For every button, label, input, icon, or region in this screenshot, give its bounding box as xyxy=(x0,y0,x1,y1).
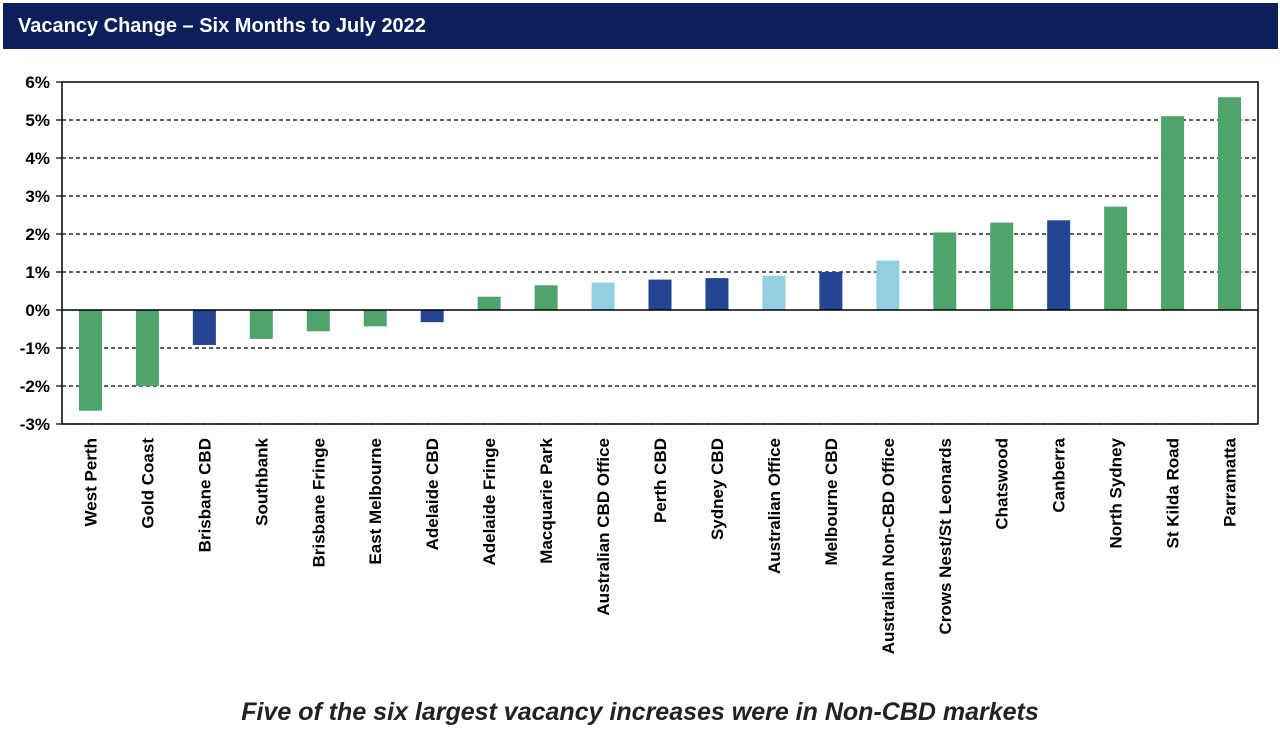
x-tick-label: Australian Non-CBD Office xyxy=(879,438,898,654)
bar-brisbane-cbd xyxy=(192,310,216,345)
gridlines xyxy=(62,119,1258,425)
bar-west-perth xyxy=(78,310,102,411)
y-tick-label: 5% xyxy=(25,111,50,130)
x-tick-label: Brisbane Fringe xyxy=(309,438,328,567)
bar-parramatta xyxy=(1218,97,1242,310)
x-tick-label: Adelaide Fringe xyxy=(480,438,499,566)
bar-chart: -3% -2% -1% 0% 1% 2% 3% 4% 5% 6% West Perth Gold Co… xyxy=(20,73,1259,654)
bar-east-melbourne xyxy=(363,310,387,327)
y-tick-label: 1% xyxy=(25,263,50,282)
y-tick-label: -3% xyxy=(20,415,50,434)
tick-labels: -3% -2% -1% 0% 1% 2% 3% 4% 5% 6% West Perth Gold Co… xyxy=(20,73,1240,654)
x-tick-label: St Kilda Road xyxy=(1164,438,1183,549)
bar-canberra xyxy=(1047,220,1071,310)
bar-sydney-cbd xyxy=(705,278,729,310)
x-tick-label: Parramatta xyxy=(1221,437,1240,526)
bar-adelaide-cbd xyxy=(420,310,444,323)
bar-st-kilda-road xyxy=(1161,116,1185,310)
bar-perth-cbd xyxy=(648,279,672,310)
x-tick-label: Southbank xyxy=(252,437,271,525)
y-tick-label: 0% xyxy=(25,301,50,320)
bar-north-sydney xyxy=(1104,206,1128,310)
x-tick-label: Chatswood xyxy=(993,438,1012,530)
x-tick-label: East Melbourne xyxy=(366,438,385,565)
chart-caption: Five of the six largest vacancy increase… xyxy=(241,698,1039,726)
x-tick-label: Gold Coast xyxy=(138,438,157,529)
x-tick-label: Macquarie Park xyxy=(537,437,556,563)
x-tick-label: Perth CBD xyxy=(651,438,670,523)
bar-gold-coast xyxy=(135,310,159,386)
x-tick-label: West Perth xyxy=(81,438,100,527)
plot-frame xyxy=(61,81,1259,425)
bar-melbourne-cbd xyxy=(819,272,843,310)
y-tick-label: -2% xyxy=(20,377,50,396)
chart-title: Vacancy Change – Six Months to July 2022 xyxy=(18,14,426,37)
bar-australian-cbd-office xyxy=(591,282,615,310)
x-tick-label: Canberra xyxy=(1050,437,1069,512)
x-tick-label: Adelaide CBD xyxy=(423,438,442,550)
x-tick-label: Melbourne CBD xyxy=(822,438,841,566)
bar-chatswood xyxy=(990,222,1014,310)
bars xyxy=(78,97,1242,411)
bar-brisbane-fringe xyxy=(306,310,330,332)
bar-macquarie-park xyxy=(534,285,558,310)
chart-header: Vacancy Change – Six Months to July 2022 xyxy=(3,3,1278,49)
x-tick-label: North Sydney xyxy=(1107,437,1126,548)
axes xyxy=(56,81,1259,425)
y-tick-label: 2% xyxy=(25,225,50,244)
bar-crows-nest-st-leonards xyxy=(933,232,957,310)
bar-adelaide-fringe xyxy=(477,296,501,310)
x-tick-label: Australian CBD Office xyxy=(594,438,613,616)
y-tick-label: -1% xyxy=(20,339,50,358)
x-tick-label: Crows Nest/St Leonards xyxy=(936,438,955,635)
x-tick-label: Australian Office xyxy=(765,438,784,574)
y-tick-label: 6% xyxy=(25,73,50,92)
y-tick-label: 4% xyxy=(25,149,50,168)
y-tick-label: 3% xyxy=(25,187,50,206)
bar-southbank xyxy=(249,310,273,339)
x-tick-label: Brisbane CBD xyxy=(195,438,214,552)
x-tick-label: Sydney CBD xyxy=(708,438,727,540)
bar-australian-non-cbd-office xyxy=(876,260,900,310)
bar-australian-office xyxy=(762,275,786,310)
